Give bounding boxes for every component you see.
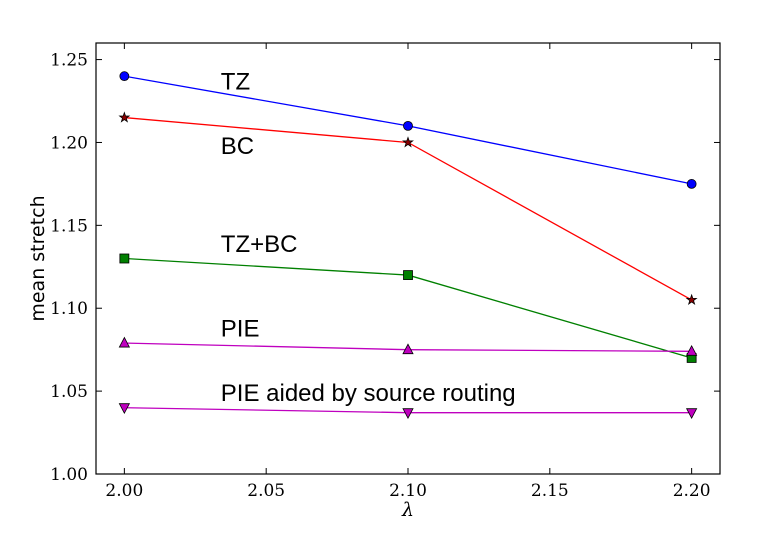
y-tick-label: 1.10 [50, 299, 88, 319]
series-layer [118, 71, 698, 420]
series-annotation: PIE aided by source routing [221, 380, 516, 407]
data-point [403, 120, 413, 131]
y-tick-label: 1.00 [50, 465, 88, 485]
x-axis-label: λ [401, 499, 414, 521]
x-tick-label: 2.05 [247, 481, 285, 501]
x-tick-label: 2.15 [531, 481, 569, 501]
data-point [402, 343, 414, 355]
x-tick-label: 2.20 [673, 481, 711, 501]
data-point [118, 403, 131, 415]
series-3 [118, 336, 698, 356]
series-annotation: BC [221, 133, 254, 160]
data-point [119, 71, 130, 82]
series-annotation: TZ+BC [221, 231, 298, 258]
series-annotation: PIE [221, 315, 260, 342]
series-1 [118, 111, 698, 305]
series-0 [119, 71, 697, 189]
y-tick-label: 1.15 [50, 216, 88, 236]
x-tick-label: 2.00 [105, 481, 143, 501]
x-tick-label: 2.10 [389, 481, 427, 501]
data-point [402, 136, 414, 148]
y-axis-label: mean stretch [27, 195, 49, 321]
series-annotation: TZ [221, 68, 250, 95]
y-tick-label: 1.20 [50, 133, 88, 153]
data-point [119, 253, 130, 264]
annotation-layer: TZ BC TZ+BC PIE PIE aided by source routing [221, 68, 516, 407]
data-point [685, 408, 698, 420]
data-point [686, 179, 697, 189]
data-point [118, 111, 131, 123]
data-point [685, 344, 698, 356]
y-tick-label: 1.25 [50, 51, 88, 71]
tick-layer: 2.00 2.05 2.10 2.15 2.20 1.00 1.05 1.10 1.15 1.20… [50, 43, 720, 501]
data-point [118, 336, 131, 348]
data-point [402, 408, 414, 420]
data-point [685, 293, 698, 305]
series-4 [118, 403, 698, 420]
series-2 [119, 253, 697, 363]
y-tick-label: 1.05 [50, 382, 88, 402]
data-point [403, 270, 413, 280]
